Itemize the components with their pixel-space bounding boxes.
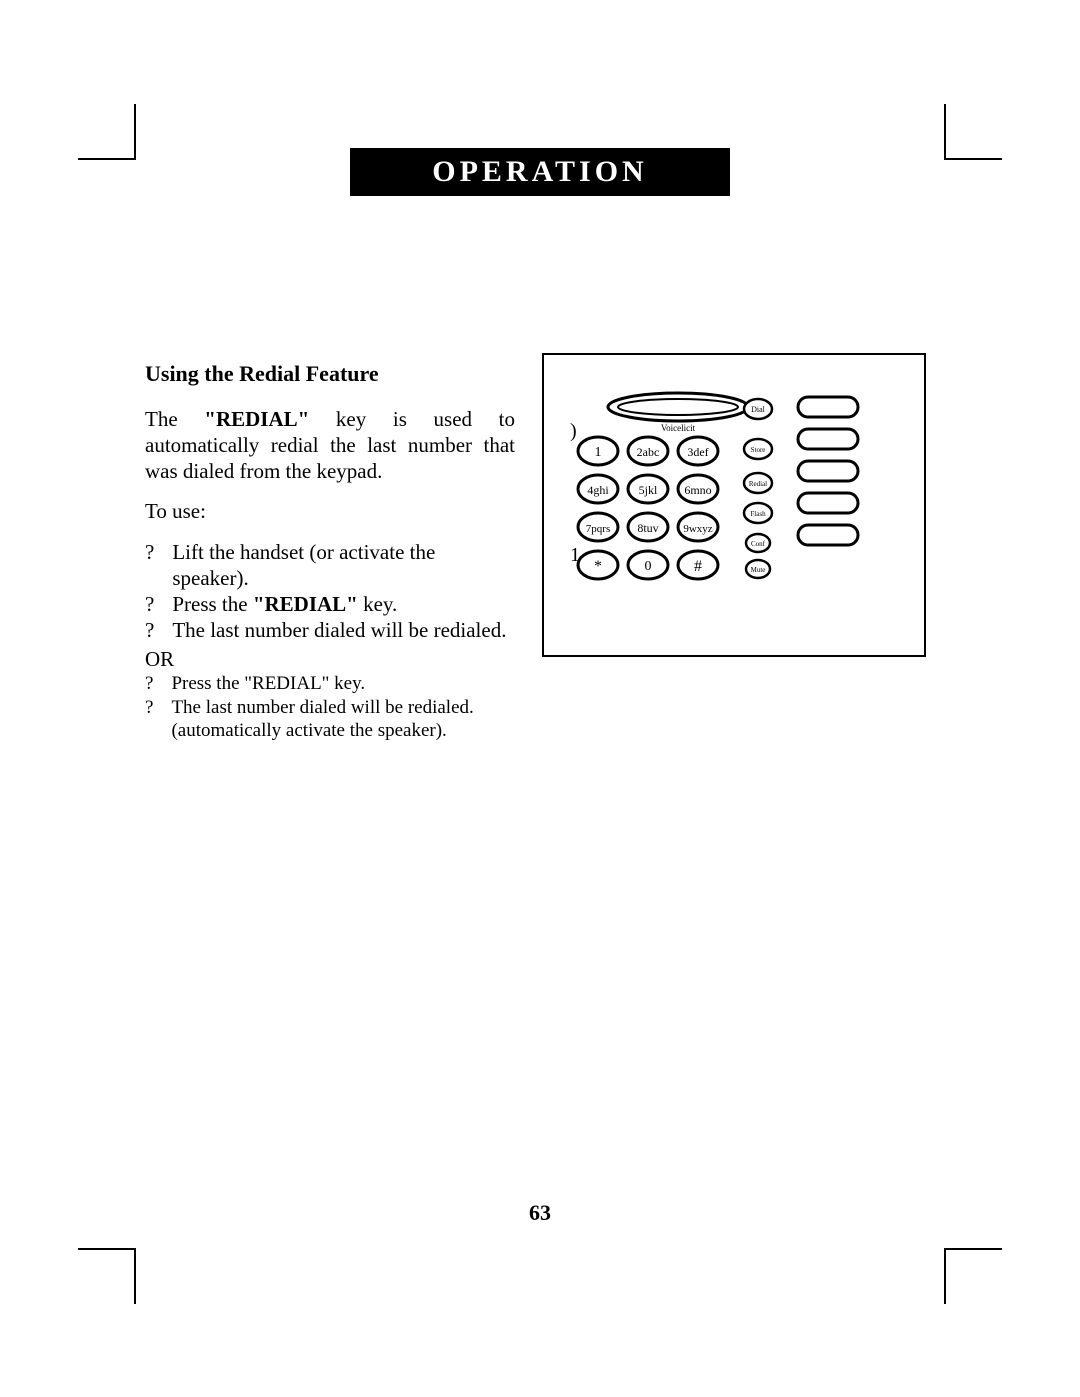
text-bold: "REDIAL" — [204, 407, 309, 431]
svg-text:7pqrs: 7pqrs — [586, 523, 610, 535]
list-text: Press the "REDIAL" key. — [172, 591, 397, 617]
list-item: ? Press the "REDIAL" key. — [145, 591, 515, 617]
manual-page: OPERATION Using the Redial Feature The "… — [0, 0, 1080, 1397]
list-item: ? Lift the handset (or activate the spea… — [145, 539, 515, 592]
text: Press the — [172, 592, 253, 616]
bullet-marker: ? — [145, 539, 154, 592]
svg-text:Mute: Mute — [751, 566, 766, 574]
bullet-marker: ? — [145, 672, 153, 696]
steps-list-secondary: ? Press the "REDIAL" key. ? The last num… — [145, 672, 515, 743]
crop-mark — [134, 104, 136, 160]
text: key. — [358, 592, 397, 616]
svg-text:9wxyz: 9wxyz — [683, 523, 712, 535]
crop-mark — [134, 1248, 136, 1304]
list-item: ? (automatically activate the speaker). — [145, 719, 515, 743]
display-label: Voicelicit — [661, 423, 696, 433]
svg-text:0: 0 — [645, 559, 652, 574]
display-inner — [618, 399, 738, 415]
list-item: ? The last number dialed will be rediale… — [145, 617, 515, 643]
section-header: OPERATION — [350, 148, 730, 196]
crop-mark — [78, 1248, 136, 1250]
text: The — [145, 407, 204, 431]
svg-text:2abc: 2abc — [637, 445, 660, 459]
svg-text:6mno: 6mno — [684, 483, 711, 497]
crop-mark — [944, 104, 946, 160]
list-item: ? Press the "REDIAL" key. — [145, 672, 515, 696]
memory-buttons — [798, 397, 858, 545]
list-text: Lift the handset (or activate the speake… — [172, 539, 515, 592]
svg-text:*: * — [594, 558, 602, 575]
bullet-marker: ? — [145, 617, 154, 643]
svg-text:Store: Store — [751, 446, 766, 454]
bullet-marker: ? — [145, 696, 153, 720]
steps-list-primary: ? Lift the handset (or activate the spea… — [145, 539, 515, 644]
crop-mark — [944, 1248, 946, 1304]
or-separator: OR — [145, 646, 515, 672]
crop-mark — [78, 158, 136, 160]
to-use-label: To use: — [145, 498, 515, 524]
page-number: 63 — [0, 1200, 1080, 1226]
list-text: (automatically activate the speaker). — [171, 719, 446, 743]
svg-text:Dial: Dial — [751, 405, 766, 414]
subsection-heading: Using the Redial Feature — [145, 360, 515, 388]
crop-mark — [944, 1248, 1002, 1250]
intro-paragraph: The "REDIAL" key is used to automaticall… — [145, 406, 515, 485]
svg-text:Flash: Flash — [750, 510, 766, 518]
keypad-svg: ) 1 Voicelicit 1 2abc 3def 4gh — [568, 389, 900, 621]
svg-text:3def: 3def — [687, 445, 708, 459]
list-text: The last number dialed will be redialed. — [172, 617, 506, 643]
svg-text:8tuv: 8tuv — [637, 521, 658, 535]
keypad-figure: ) 1 Voicelicit 1 2abc 3def 4gh — [542, 353, 926, 657]
text-column: Using the Redial Feature The "REDIAL" ke… — [145, 360, 515, 743]
svg-text:4ghi: 4ghi — [587, 483, 609, 497]
left-marker: ) — [570, 420, 577, 442]
function-buttons: Dial Store Redial Flash Conf Mute — [744, 399, 772, 578]
svg-text:1: 1 — [595, 445, 602, 460]
list-text: The last number dialed will be redialed. — [171, 696, 473, 720]
crop-mark — [944, 158, 1002, 160]
text-bold: "REDIAL" — [253, 592, 358, 616]
svg-text:Conf: Conf — [751, 540, 766, 548]
svg-text:5jkl: 5jkl — [639, 483, 658, 497]
list-text: Press the "REDIAL" key. — [171, 672, 365, 696]
svg-text:Redial: Redial — [749, 480, 767, 488]
svg-text:#: # — [694, 558, 702, 575]
list-item: ? The last number dialed will be rediale… — [145, 696, 515, 720]
keypad-rows: 1 2abc 3def 4ghi 5jkl 6mno — [578, 437, 718, 579]
bullet-marker: ? — [145, 591, 154, 617]
